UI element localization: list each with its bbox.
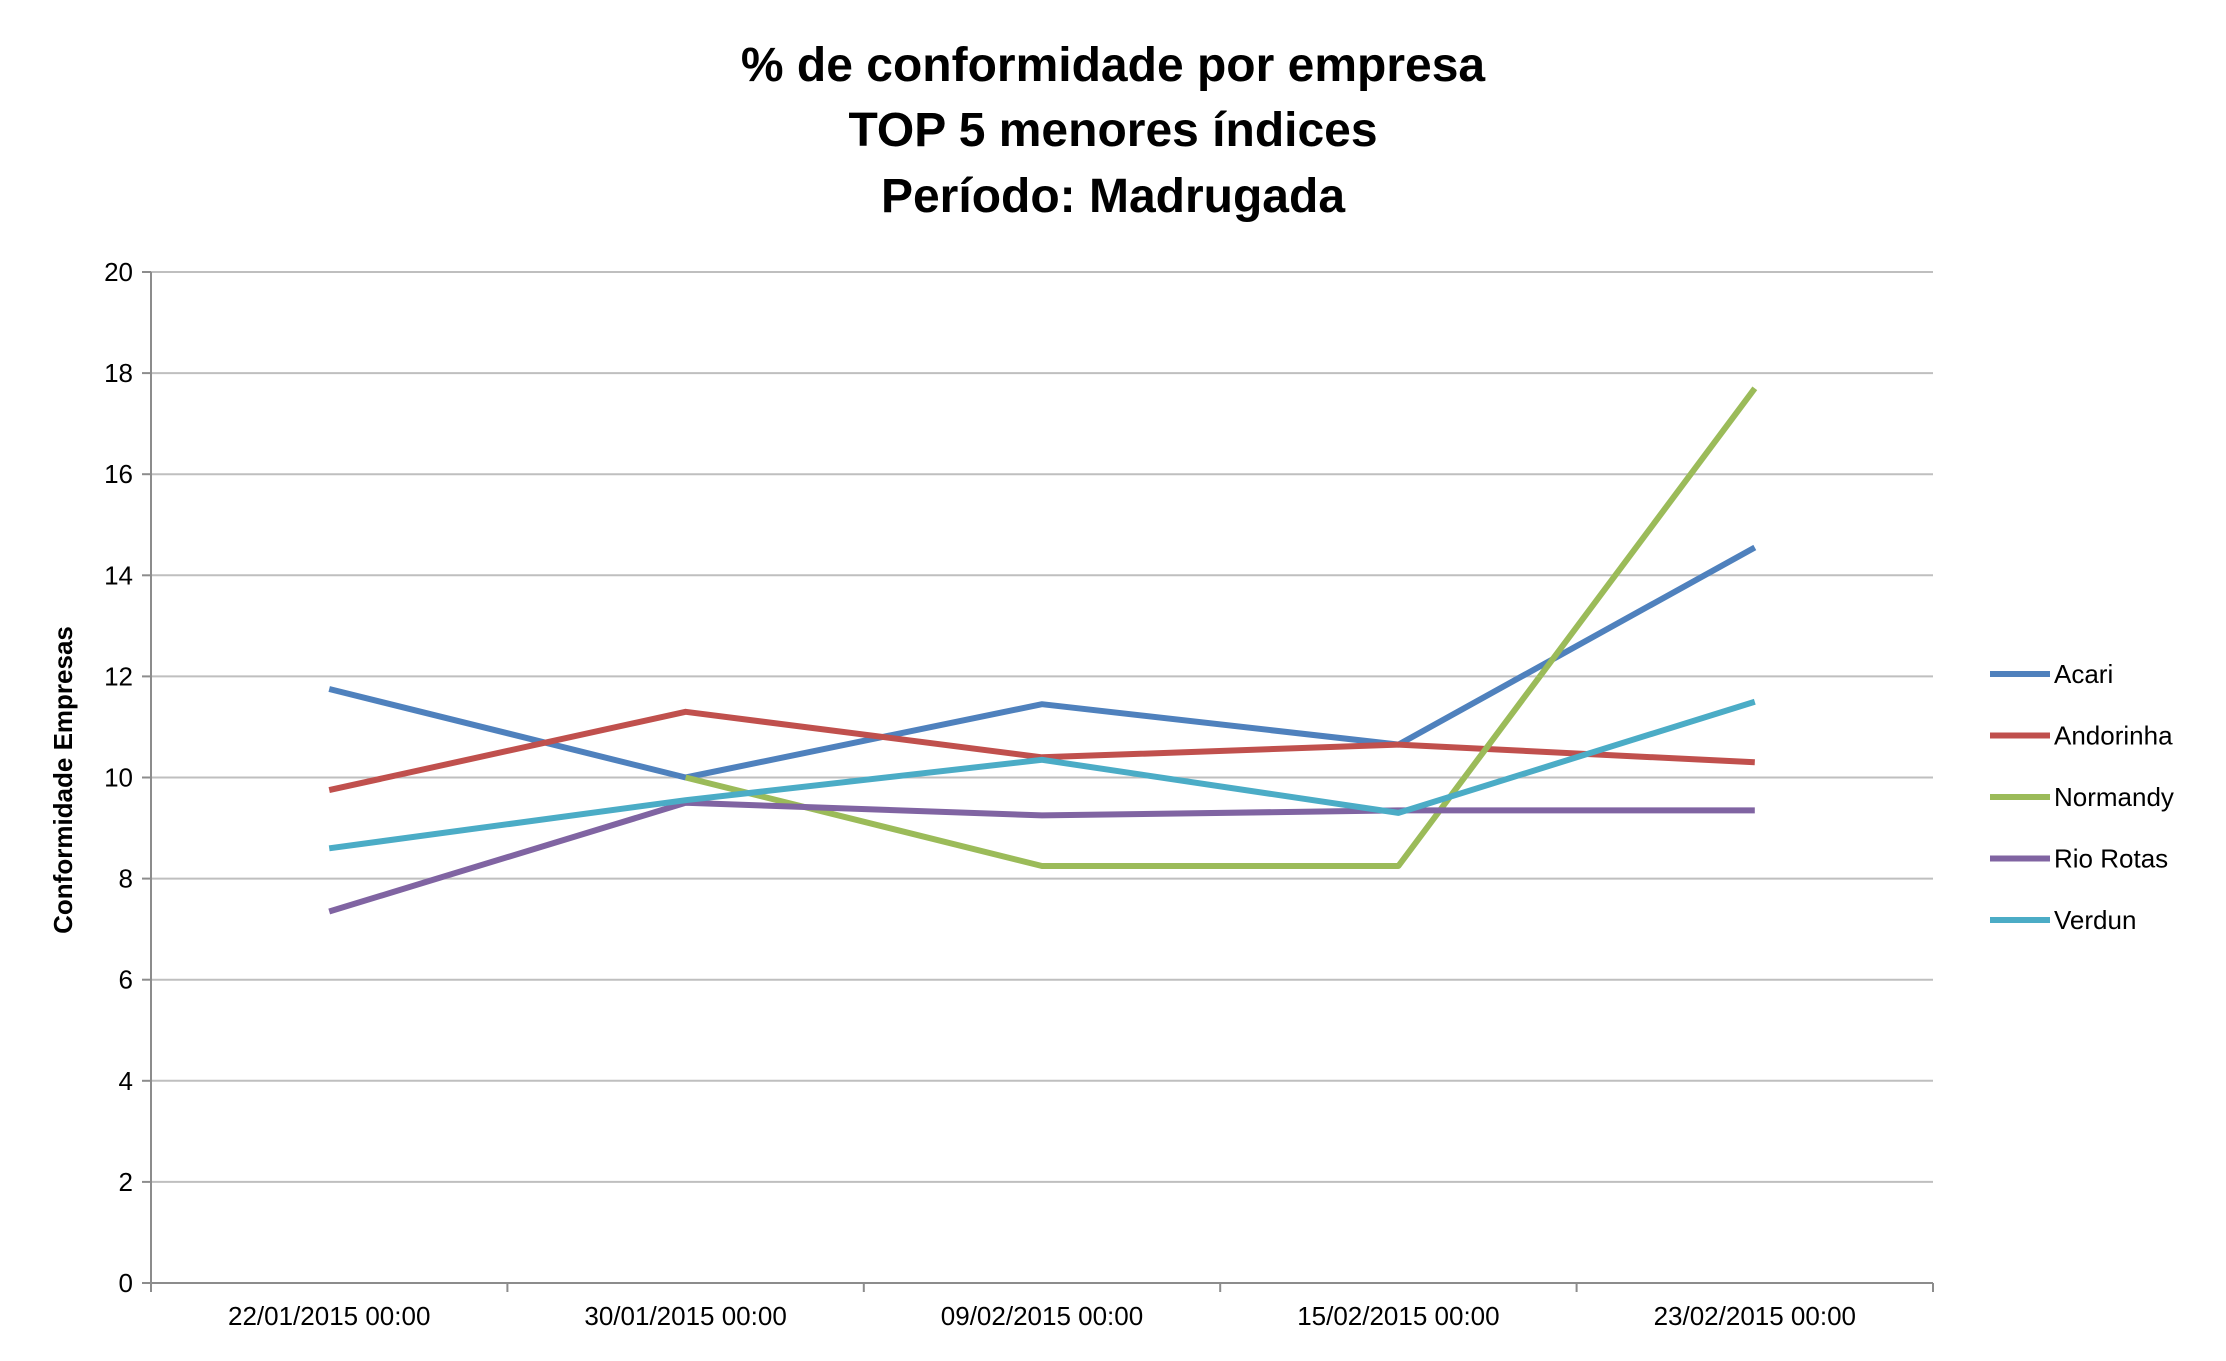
chart-title-line-2: TOP 5 menores índices [848,104,1377,157]
series-lines [328,386,1758,915]
chart-title: % de conformidade por empresa TOP 5 meno… [741,39,1485,223]
legend-item-acari: Acari [1990,659,2113,689]
y-tick-label: 6 [119,965,133,995]
legend-item-andorinha: Andorinha [1990,721,2173,751]
y-tick-label: 18 [104,358,133,388]
x-tick-label: 23/02/2015 00:00 [1654,1301,1856,1331]
legend-label-normandy: Normandy [2054,782,2174,812]
y-tick-label: 12 [104,661,133,691]
series-line-rio-rotas [328,799,1755,915]
x-tick-label: 30/01/2015 00:00 [584,1301,786,1331]
y-tick-label: 10 [104,763,133,793]
gridlines [151,271,1933,1183]
axes [142,271,1934,1292]
series-line-normandy [684,386,1758,869]
chart-title-line-1: % de conformidade por empresa [741,39,1485,92]
series-line-acari [328,544,1757,781]
y-tick-label: 16 [104,459,133,489]
y-tick-label: 20 [104,257,133,287]
legend: Acari Andorinha Normandy Rio Rotas Verdun [1990,659,2174,935]
legend-item-verdun: Verdun [1990,905,2136,935]
x-tick-label: 09/02/2015 00:00 [941,1301,1143,1331]
y-tick-label: 8 [119,864,133,894]
y-tick-label: 4 [119,1066,133,1096]
legend-label-rio-rotas: Rio Rotas [2054,844,2168,874]
x-tick-label: 22/01/2015 00:00 [228,1301,430,1331]
legend-item-rio-rotas: Rio Rotas [1990,844,2168,874]
legend-label-andorinha: Andorinha [2054,721,2173,751]
y-tick-label: 2 [119,1167,133,1197]
y-tick-label: 14 [104,560,133,590]
series-line-verdun [328,698,1756,852]
chart-title-line-3: Período: Madrugada [881,170,1345,223]
legend-label-verdun: Verdun [2054,905,2136,935]
x-tick-label: 15/02/2015 00:00 [1297,1301,1499,1331]
legend-item-normandy: Normandy [1990,782,2174,812]
legend-label-acari: Acari [2054,659,2113,689]
y-tick-label: 0 [119,1268,133,1298]
y-axis-label: Conformidade Empresas [48,626,78,934]
tick-labels: 0 2 4 6 8 10 12 14 16 18 20 22/01/2015 00:00 30/01/2… [104,257,1856,1331]
